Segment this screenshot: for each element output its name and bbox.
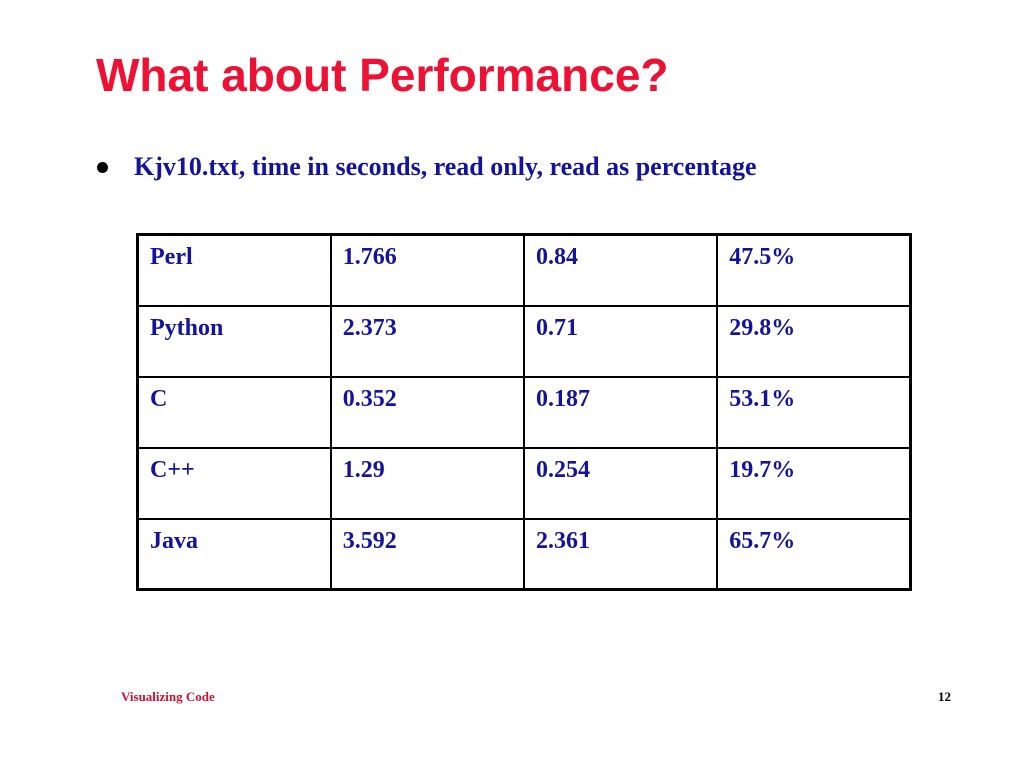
table-cell: 29.8%: [716, 304, 912, 378]
table-cell: Python: [136, 304, 332, 378]
performance-table: Perl 1.766 0.84 47.5% Python 2.373 0.71 …: [136, 233, 912, 591]
table-row: Perl 1.766 0.84 47.5%: [136, 233, 912, 307]
table-cell: 0.84: [522, 233, 719, 307]
table-cell: 65.7%: [716, 517, 912, 591]
table-row: Java 3.592 2.361 65.7%: [136, 517, 912, 591]
slide-title: What about Performance?: [96, 49, 669, 101]
table-cell: 2.373: [329, 304, 526, 378]
table-cell: Perl: [136, 233, 332, 307]
table-cell: 3.592: [329, 517, 526, 591]
footer-title: Visualizing Code: [121, 689, 215, 704]
page-number: 12: [938, 689, 951, 704]
table-cell: Java: [136, 517, 332, 591]
table-row: C++ 1.29 0.254 19.7%: [136, 446, 912, 520]
table-row: C 0.352 0.187 53.1%: [136, 375, 912, 449]
bullet-dot-icon: [97, 161, 108, 173]
table-cell: 1.766: [329, 233, 526, 307]
bullet-item: Kjv10.txt, time in seconds, read only, r…: [97, 152, 757, 182]
table-cell: C: [136, 375, 332, 449]
table-cell: 1.29: [329, 446, 526, 520]
table-cell: 2.361: [522, 517, 719, 591]
bullet-text: Kjv10.txt, time in seconds, read only, r…: [134, 152, 757, 181]
table-cell: 0.352: [329, 375, 526, 449]
table-cell: 0.187: [522, 375, 719, 449]
table-cell: C++: [136, 446, 332, 520]
table-row: Python 2.373 0.71 29.8%: [136, 304, 912, 378]
table-cell: 53.1%: [716, 375, 912, 449]
table-cell: 0.254: [522, 446, 719, 520]
table-cell: 0.71: [522, 304, 719, 378]
table-cell: 19.7%: [716, 446, 912, 520]
table-cell: 47.5%: [716, 233, 912, 307]
